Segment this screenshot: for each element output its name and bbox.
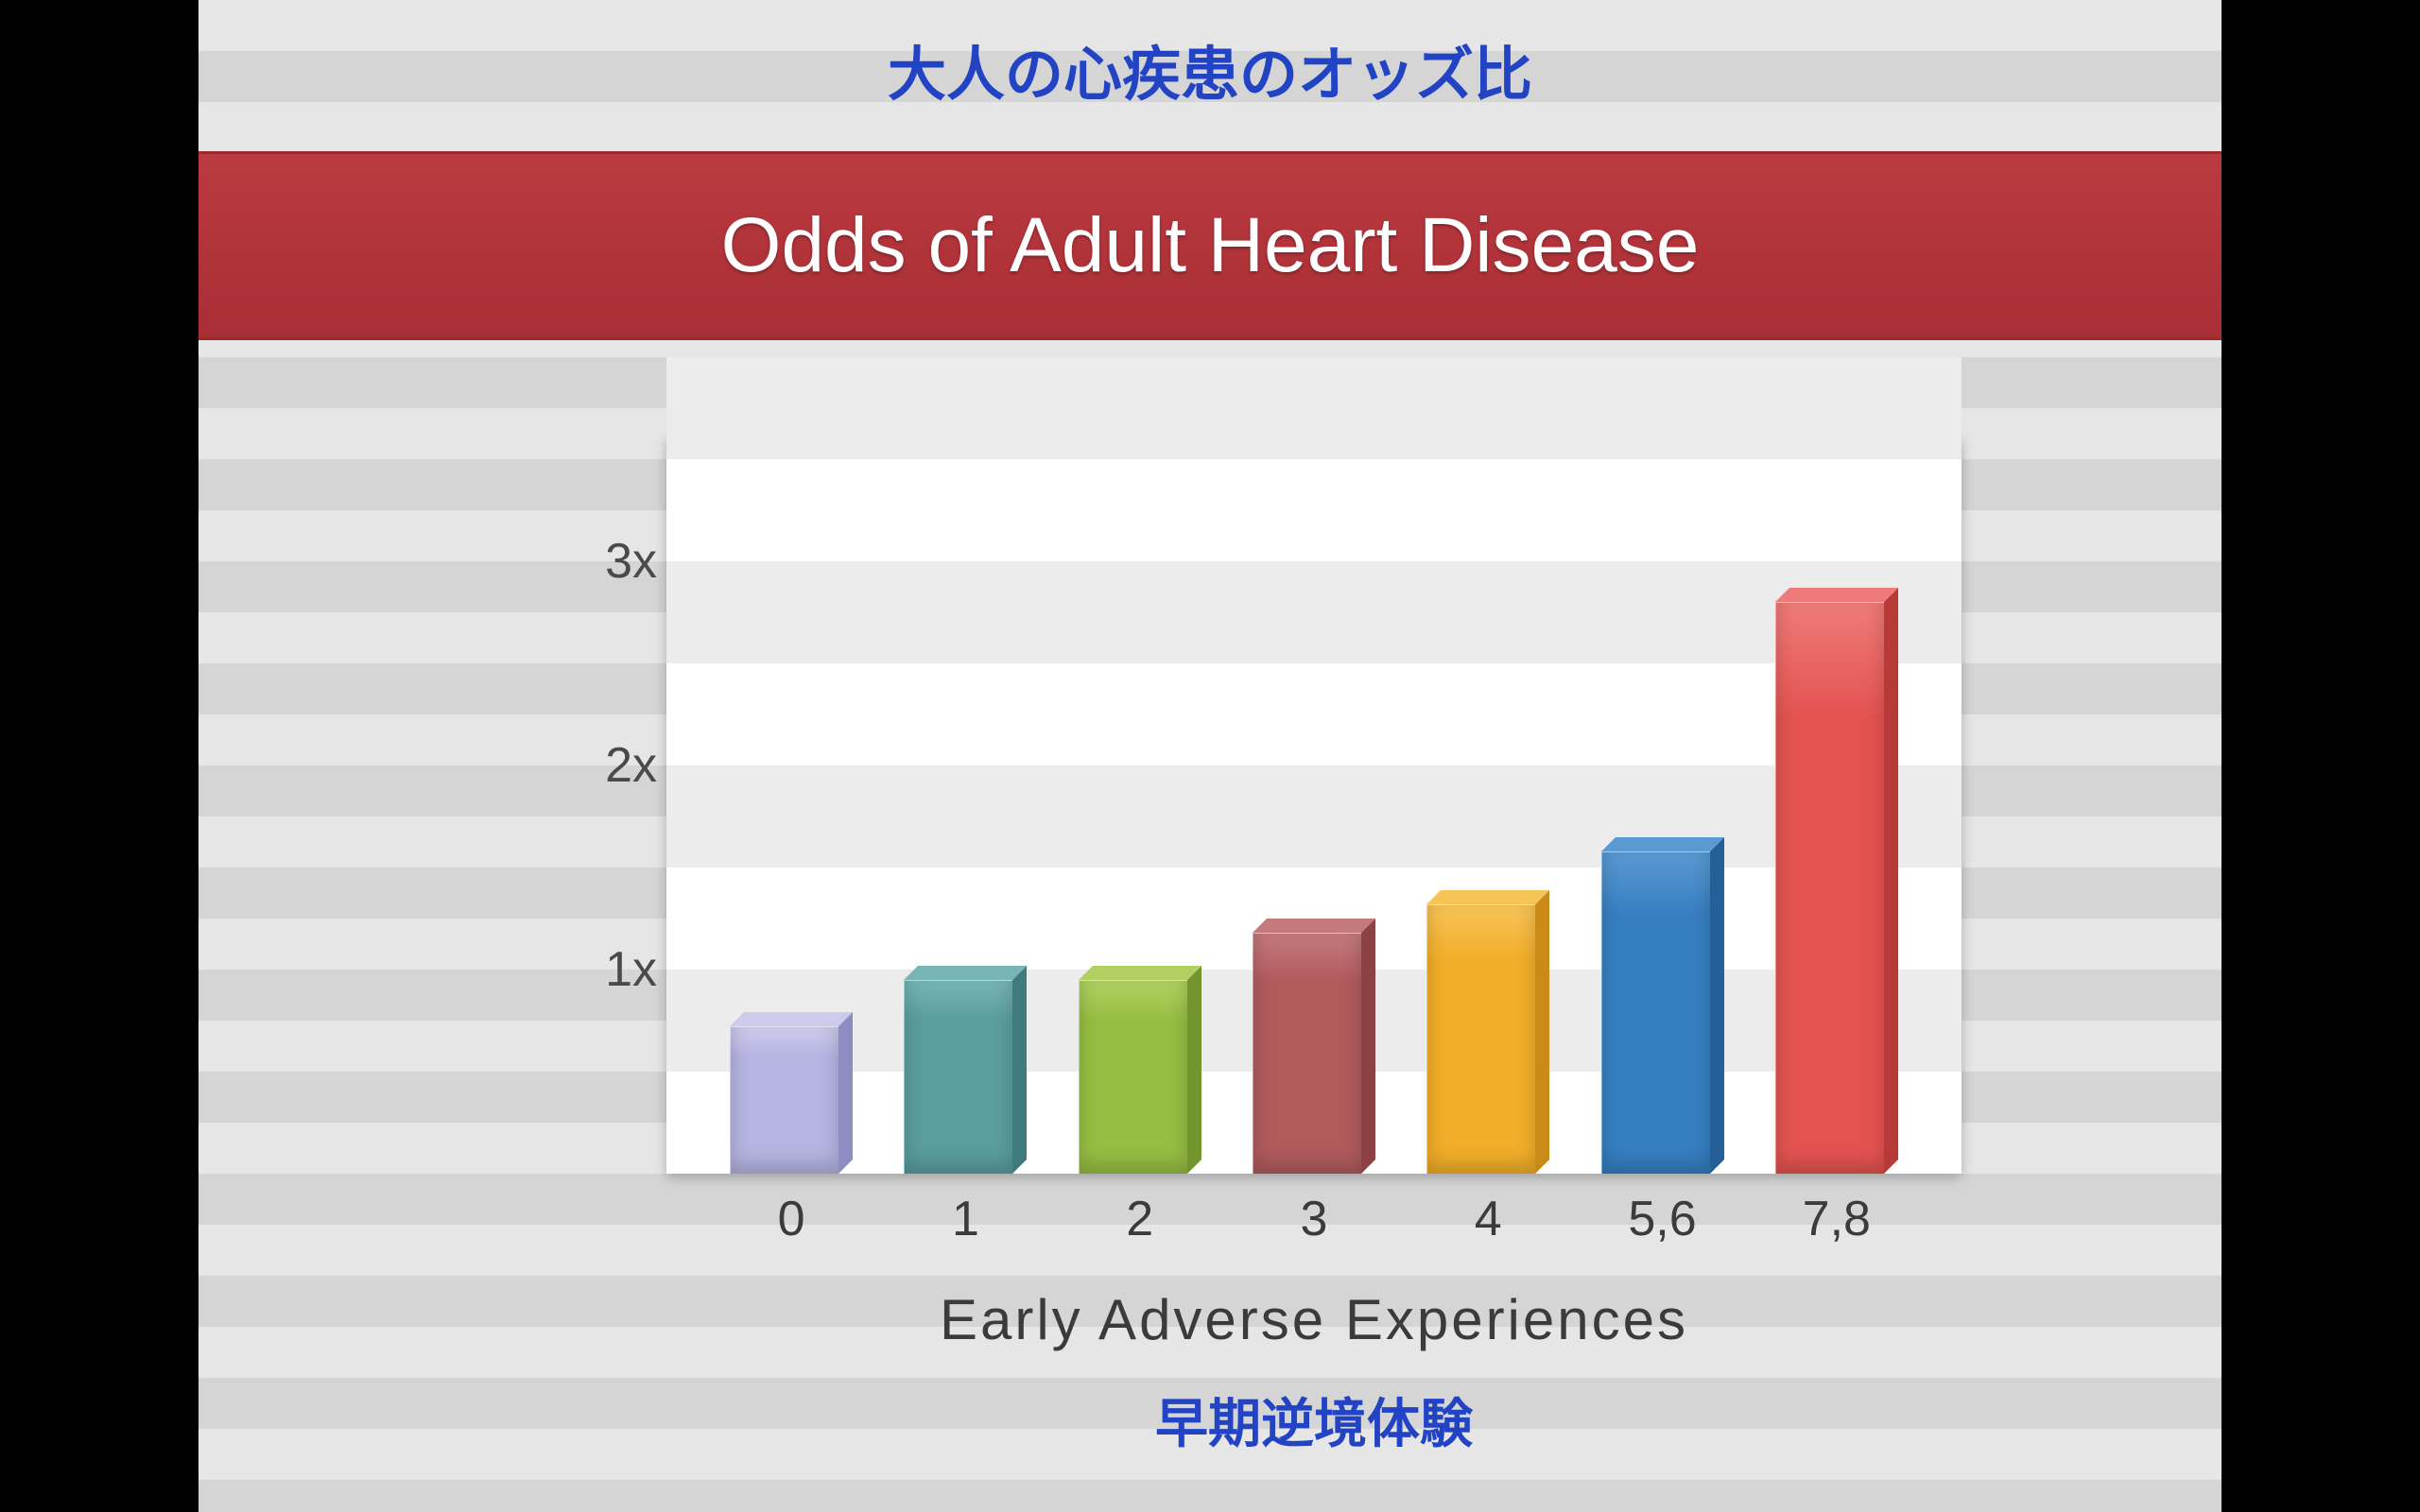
x-tick-label: 0 (730, 1191, 853, 1247)
subtitle-japanese: 早期逆境体験 (477, 1382, 2151, 1458)
y-tick-label: 2x (605, 737, 657, 794)
y-tick-label: 1x (605, 941, 657, 998)
x-axis-labels: 01234 5,6 7,8 (666, 1191, 1962, 1247)
bar (730, 1026, 853, 1174)
bars-group (666, 437, 1962, 1174)
bar (1079, 980, 1201, 1174)
bar (904, 980, 1027, 1174)
slide: 大人の心疾患のオッズ比 Odds of Adult Heart Disease … (199, 0, 2221, 1512)
x-axis-title: Early Adverse Experiences (477, 1287, 2151, 1352)
title-english: Odds of Adult Heart Disease (721, 201, 1700, 290)
x-tick-label: 7,8 (1775, 1191, 1898, 1247)
bar (1775, 602, 1898, 1174)
title-japanese: 大人の心疾患のオッズ比 (199, 26, 2221, 112)
x-tick-label: 1 (904, 1191, 1027, 1247)
x-tick-label: 2 (1079, 1191, 1201, 1247)
bar-chart: 1x2x3x 012345,67,8 Early Adverse Experie… (477, 437, 1962, 1287)
title-bar: Odds of Adult Heart Disease (199, 151, 2221, 340)
y-tick-label: 3x (605, 533, 657, 590)
bar (1601, 851, 1724, 1174)
x-tick-label: 4 (1426, 1191, 1549, 1247)
x-tick-label: 5,6 (1601, 1191, 1724, 1247)
bar (1426, 904, 1549, 1174)
bar (1253, 933, 1375, 1174)
x-tick-label: 3 (1253, 1191, 1375, 1247)
